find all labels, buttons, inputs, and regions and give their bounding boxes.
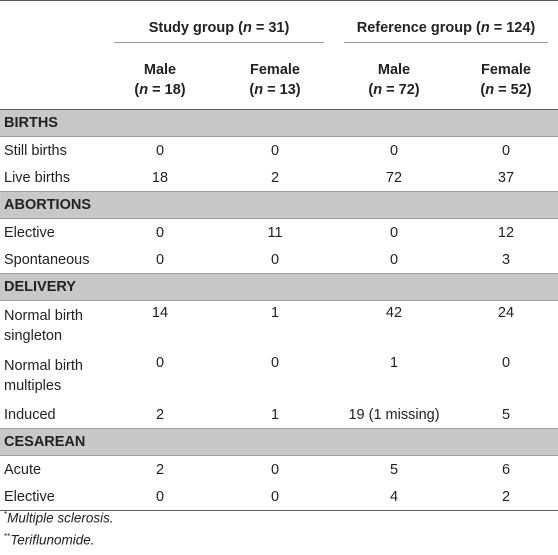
cell: 5 — [501, 406, 511, 423]
study-group-header: Study group (n = 31) — [104, 1, 334, 51]
row-label: Spontaneous — [4, 251, 90, 268]
table-row: Elective 0 0 4 2 — [0, 483, 558, 511]
row-label: Induced — [4, 406, 56, 423]
cell: 0 — [270, 251, 280, 268]
cell: 72 — [385, 169, 403, 186]
row-label: Acute — [4, 461, 42, 478]
table-row: Still births 0 0 0 0 — [0, 137, 558, 165]
row-label: Normal birth singleton — [4, 308, 83, 344]
row-label: Normal birth multiples — [4, 358, 83, 394]
cell: 0 — [389, 224, 399, 241]
cell: 0 — [216, 483, 334, 511]
study-group-label: Study group (n = 31) — [148, 20, 290, 36]
col-header-study-female: Female (n = 13) — [216, 50, 334, 110]
pregnancy-outcomes-table: Study group (n = 31) Reference group (n … — [0, 0, 558, 511]
cell: 42 — [385, 305, 403, 321]
cell: 2 — [155, 406, 165, 423]
cell: 18 — [151, 169, 169, 186]
col-sex: Male — [377, 61, 411, 78]
section-abortions: ABORTIONS — [0, 191, 558, 219]
col-header-reference-male: Male (n = 72) — [334, 50, 454, 110]
cell: 0 — [389, 142, 399, 159]
cell: 14 — [151, 305, 169, 321]
table-row: Spontaneous 0 0 0 3 — [0, 246, 558, 274]
cell: 0 — [155, 251, 165, 268]
cell: 37 — [497, 169, 515, 186]
cell: 11 — [267, 224, 283, 241]
cell: 2 — [155, 461, 165, 478]
cell: 24 — [497, 305, 515, 321]
reference-group-header: Reference group (n = 124) — [334, 1, 558, 51]
col-header-reference-female: Female (n = 52) — [454, 50, 558, 110]
cell: 0 — [501, 355, 511, 371]
table-row: Elective 0 11 0 12 — [0, 219, 558, 247]
cell: 1 — [270, 406, 280, 423]
cell: 0 — [155, 355, 165, 371]
section-births: BIRTHS — [0, 109, 558, 137]
footnote-teriflunomide: **Teriflunomide. — [4, 532, 95, 548]
table-row: Normal birth multiples 0 0 1 0 — [0, 351, 558, 401]
cell: 0 — [270, 355, 280, 371]
cell: 0 — [104, 483, 216, 511]
col-sex: Female — [481, 61, 531, 78]
cell: 0 — [155, 224, 165, 241]
section-delivery: DELIVERY — [0, 273, 558, 301]
corner-cell — [0, 1, 104, 51]
table-row: Acute 2 0 5 6 — [0, 456, 558, 484]
corner-cell-2 — [0, 50, 104, 110]
section-cesarean: CESAREAN — [0, 428, 558, 456]
col-header-study-male: Male (n = 18) — [104, 50, 216, 110]
col-n: (n = 13) — [249, 81, 301, 98]
cell: 2 — [454, 483, 558, 511]
reference-group-underline — [344, 42, 548, 43]
cell: 1 — [270, 305, 280, 321]
table-row: Live births 18 2 72 37 — [0, 164, 558, 192]
footnote-mark: * — [4, 510, 8, 519]
row-label: Elective — [4, 224, 55, 241]
row-label: Elective — [0, 483, 104, 511]
cell: 0 — [155, 142, 165, 159]
col-n: (n = 72) — [368, 81, 420, 98]
cell: 6 — [501, 461, 511, 478]
col-sex: Female — [250, 61, 300, 78]
footnote-mark: ** — [4, 532, 11, 541]
cell: 3 — [501, 251, 511, 268]
cell: 1 — [389, 355, 399, 371]
footnote-ms: *Multiple sclerosis. — [4, 510, 114, 526]
cell: 19 (1 missing) — [348, 406, 440, 423]
table-row: Normal birth singleton 14 1 42 24 — [0, 301, 558, 352]
reference-group-label: Reference group (n = 124) — [356, 20, 536, 36]
row-label: Live births — [4, 169, 71, 186]
cell: 12 — [497, 224, 515, 241]
col-n: (n = 18) — [134, 81, 186, 98]
cell: 5 — [389, 461, 399, 478]
study-group-underline — [114, 42, 324, 43]
cell: 0 — [389, 251, 399, 268]
cell: 0 — [270, 461, 280, 478]
row-label: Still births — [4, 142, 67, 159]
cell: 2 — [270, 169, 280, 186]
col-n: (n = 52) — [480, 81, 532, 98]
cell: 4 — [334, 483, 454, 511]
cell: 0 — [270, 142, 280, 159]
col-sex: Male — [143, 61, 177, 78]
table-row: Induced 2 1 19 (1 missing) 5 — [0, 401, 558, 429]
footnote-text: Multiple sclerosis. — [7, 510, 114, 526]
footnote-text: Teriflunomide. — [10, 532, 95, 548]
cell: 0 — [501, 142, 511, 159]
